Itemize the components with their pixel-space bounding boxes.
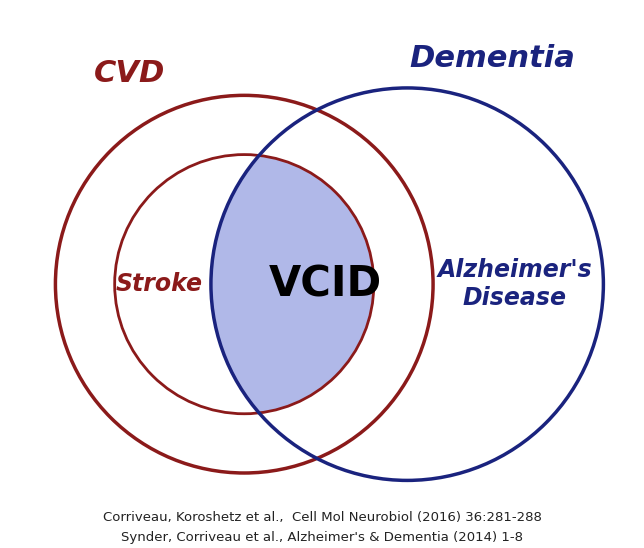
Circle shape [115, 155, 374, 414]
Circle shape [211, 88, 603, 481]
Text: VCID: VCID [269, 263, 383, 305]
Text: CVD: CVD [94, 59, 165, 88]
Text: Alzheimer's
Disease: Alzheimer's Disease [437, 258, 592, 310]
Text: Stroke: Stroke [115, 272, 203, 296]
Text: Corriveau, Koroshetz et al.,  Cell Mol Neurobiol (2016) 36:281-288: Corriveau, Koroshetz et al., Cell Mol Ne… [102, 511, 542, 524]
Circle shape [211, 88, 603, 481]
Circle shape [55, 95, 433, 473]
Text: Synder, Corriveau et al., Alzheimer's & Dementia (2014) 1-8: Synder, Corriveau et al., Alzheimer's & … [121, 531, 523, 544]
Text: Dementia: Dementia [410, 44, 575, 73]
